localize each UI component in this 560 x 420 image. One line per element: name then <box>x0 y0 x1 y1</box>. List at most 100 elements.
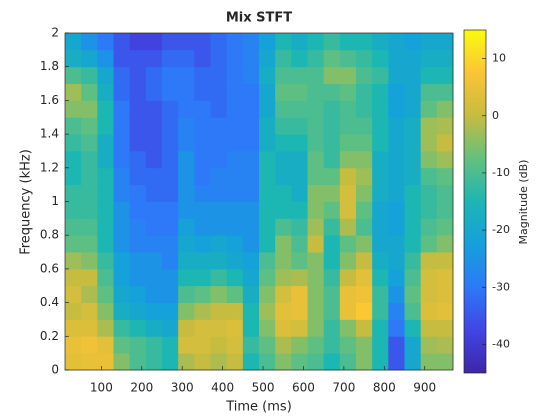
heatmap-cell <box>404 49 422 68</box>
heatmap-cell <box>162 134 179 152</box>
heatmap-cell <box>113 83 131 101</box>
heatmap-cell <box>81 353 98 371</box>
heatmap-cell <box>307 319 325 337</box>
heatmap-cell <box>129 285 147 303</box>
heatmap-cell <box>372 100 389 118</box>
heatmap-cell <box>356 302 373 320</box>
heatmap-cell <box>162 167 179 186</box>
heatmap-cell <box>356 235 373 253</box>
heatmap-cell <box>194 285 211 303</box>
heatmap-cell <box>81 150 98 169</box>
heatmap-cell <box>97 167 114 186</box>
heatmap-cell <box>226 49 244 68</box>
heatmap-cell <box>178 134 195 152</box>
heatmap-cell <box>210 167 228 186</box>
heatmap-cell <box>97 218 114 236</box>
heatmap-cell <box>162 201 179 219</box>
heatmap-cell <box>356 218 373 236</box>
heatmap-cell <box>388 302 405 320</box>
heatmap-cell <box>388 336 405 354</box>
heatmap-cell <box>226 353 244 371</box>
heatmap-cell <box>436 302 454 320</box>
heatmap-cell <box>291 218 308 236</box>
heatmap-cell <box>129 235 147 253</box>
heatmap-cell <box>356 49 373 68</box>
heatmap-cell <box>323 167 341 186</box>
heatmap-cell <box>275 353 292 371</box>
heatmap-cell <box>436 218 454 236</box>
heatmap-cell <box>307 33 325 51</box>
heatmap-cell <box>275 218 292 236</box>
heatmap-cell <box>65 100 82 118</box>
heatmap-cell <box>356 100 373 118</box>
heatmap-cell <box>339 150 357 169</box>
heatmap-cell <box>404 319 422 337</box>
heatmap-cell <box>81 336 98 354</box>
heatmap-cell <box>97 33 114 51</box>
heatmap-cell <box>275 117 292 135</box>
heatmap-cell <box>307 49 325 68</box>
heatmap-cell <box>97 235 114 253</box>
heatmap-cell <box>65 319 82 337</box>
chart-title: Mix STFT <box>226 11 292 26</box>
heatmap-cell <box>194 268 211 287</box>
heatmap-cell <box>97 268 114 287</box>
heatmap-cell <box>372 302 389 320</box>
heatmap-cell <box>178 252 195 270</box>
heatmap-cell <box>194 184 211 202</box>
heatmap-cell <box>65 167 82 186</box>
x-tick-label: 600 <box>292 381 315 395</box>
heatmap-cell <box>145 252 163 270</box>
heatmap-cell <box>388 285 405 303</box>
heatmap-cell <box>226 66 244 84</box>
heatmap-cell <box>307 150 325 169</box>
heatmap-cell <box>162 83 179 101</box>
heatmap-cell <box>339 33 357 51</box>
heatmap-cell <box>323 134 341 152</box>
heatmap-cell <box>291 66 308 84</box>
heatmap-cell <box>65 150 82 169</box>
heatmap-cell <box>388 218 405 236</box>
heatmap-cell <box>339 353 357 371</box>
heatmap-cell <box>113 353 131 371</box>
heatmap-cell <box>291 83 308 101</box>
heatmap-cell <box>178 33 195 51</box>
x-tick-label: 500 <box>252 381 275 395</box>
heatmap-cell <box>307 336 325 354</box>
heatmap-cell <box>339 319 357 337</box>
heatmap-cell <box>259 66 276 84</box>
heatmap-cell <box>275 184 292 202</box>
heatmap-cell <box>339 167 357 186</box>
heatmap-cell <box>129 134 147 152</box>
y-tick-label: 2 <box>51 26 59 40</box>
heatmap-cell <box>194 49 211 68</box>
heatmap-cell <box>194 100 211 118</box>
heatmap-cell <box>388 49 405 68</box>
heatmap-cell <box>65 336 82 354</box>
heatmap-cell <box>291 302 308 320</box>
heatmap-cell <box>97 117 114 135</box>
heatmap-cell <box>436 100 454 118</box>
heatmap-cell <box>162 218 179 236</box>
heatmap-cell <box>275 302 292 320</box>
heatmap-cell <box>226 134 244 152</box>
heatmap-cell <box>81 319 98 337</box>
heatmap-cell <box>291 252 308 270</box>
heatmap-cell <box>226 235 244 253</box>
heatmap-cell <box>194 33 211 51</box>
heatmap-cell <box>210 336 228 354</box>
heatmap-cell <box>210 319 228 337</box>
heatmap-cell <box>372 66 389 84</box>
heatmap-cell <box>97 319 114 337</box>
heatmap-cell <box>242 336 260 354</box>
heatmap-cell <box>404 134 422 152</box>
heatmap-cell <box>275 49 292 68</box>
heatmap-cell <box>178 353 195 371</box>
heatmap-cell <box>242 49 260 68</box>
y-tick-label: 0.2 <box>40 329 59 343</box>
heatmap-cell <box>210 150 228 169</box>
heatmap-cell <box>210 353 228 371</box>
heatmap-cell <box>291 150 308 169</box>
heatmap-cell <box>339 201 357 219</box>
heatmap-cell <box>436 336 454 354</box>
